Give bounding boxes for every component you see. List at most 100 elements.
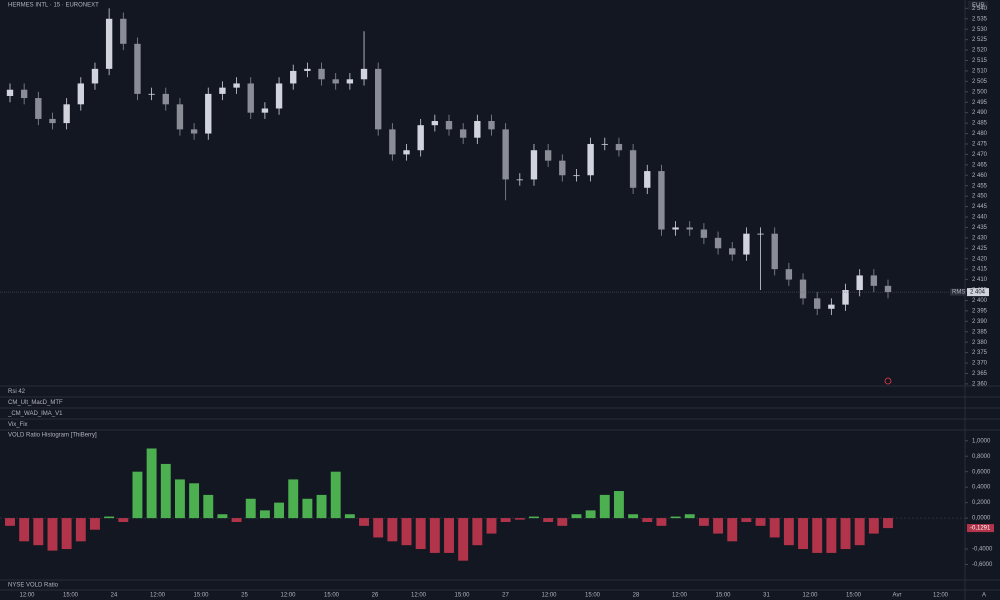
y-tick-label: 2 490 [972, 110, 988, 116]
histogram-bar [755, 518, 766, 526]
time-label: 12:00 [802, 593, 818, 599]
candle-body [814, 298, 821, 309]
time-label: 15:00 [454, 593, 470, 599]
histogram-bar [359, 518, 369, 526]
candle-body [205, 93, 212, 134]
candle-body [6, 89, 14, 96]
event-marker[interactable] [884, 377, 892, 385]
histogram-bar [259, 510, 270, 519]
histogram-bar [344, 514, 355, 519]
pane-label[interactable]: Rsi 42 [8, 389, 26, 395]
candle-body [176, 104, 184, 130]
time-label: 31 [763, 593, 770, 599]
currency[interactable]: EUR [972, 3, 985, 9]
y-tick-label: 2 455 [972, 183, 988, 189]
candle-body [644, 171, 651, 188]
pane-label[interactable]: CM_Ult_MacD_MTF [8, 400, 63, 406]
histogram-bar [5, 518, 15, 526]
candle-body [884, 285, 892, 293]
histogram-bar [231, 518, 242, 522]
last-value-box [967, 524, 994, 533]
pane-label[interactable]: NYSE VOLD Ratio [8, 583, 59, 589]
candle-body [233, 83, 240, 88]
time-label: 12:00 [541, 593, 557, 599]
y-tick-label: 2 395 [972, 308, 988, 314]
candle-body [530, 150, 538, 180]
histogram-bar [146, 448, 157, 519]
candle-body [870, 275, 878, 286]
y-tick-label: 2 485 [972, 121, 988, 127]
histogram-bar [783, 518, 794, 546]
y-tick-label: 2 410 [972, 277, 988, 283]
histogram-bar [104, 516, 115, 519]
y-tick-label: 2 360 [972, 381, 988, 387]
histogram-bar [429, 518, 440, 553]
pane-label[interactable]: VOLD Ratio Histogram [ThiBerry] [8, 433, 97, 439]
y-tick-label: 2 365 [972, 371, 988, 377]
histogram-bar [132, 471, 143, 519]
candle-body [134, 43, 141, 94]
histogram-bar [500, 518, 511, 522]
candle-body [63, 104, 70, 124]
y-tick-label: 2 390 [972, 319, 988, 325]
symbol-title[interactable]: HERMES INTL · 15 · EURONEXT [8, 3, 99, 9]
candle-body [389, 129, 396, 155]
histogram-bar [727, 518, 738, 542]
histogram-bar [613, 491, 624, 519]
histogram-bar [585, 510, 596, 519]
pane-label[interactable]: Vix_Fix [8, 422, 28, 428]
pane-label[interactable]: _CM_WAD_IMA_V1 [7, 411, 63, 417]
histogram-bar [769, 518, 780, 538]
candle-body [658, 171, 665, 230]
time-label: 24 [111, 593, 118, 599]
y-tick-label: 2 515 [972, 58, 988, 64]
histogram-bar [840, 518, 851, 550]
y-tick-label: 2 520 [972, 48, 988, 54]
y-tick-label: 0,2000 [972, 500, 991, 506]
candle-body [502, 129, 509, 180]
histogram-bar [628, 514, 639, 519]
candle-body [629, 150, 637, 188]
y-tick-label: 2 530 [972, 27, 988, 33]
y-tick-label: 2 480 [972, 131, 988, 137]
candle-body [729, 248, 736, 255]
histogram-bar [543, 518, 554, 522]
candle-body [785, 269, 793, 280]
y-tick-label: 0,4000 [972, 485, 991, 491]
last-value-label: -0,1291 [970, 526, 991, 532]
currency-box[interactable] [968, 1, 988, 10]
histogram-bar [288, 479, 299, 519]
histogram-bar [868, 518, 879, 534]
histogram-bar [387, 518, 398, 542]
histogram-bar [189, 483, 200, 519]
candle-body [488, 121, 495, 130]
y-tick-label: 1,0000 [972, 438, 991, 444]
symbol-tag: RMS [952, 290, 965, 296]
candle-body [346, 79, 354, 84]
candle-body [856, 275, 863, 291]
y-tick-label: 2 525 [972, 37, 988, 43]
time-label: 12:00 [19, 593, 35, 599]
histogram-bar [557, 518, 568, 526]
y-tick-label: 2 430 [972, 235, 988, 241]
histogram-bar [203, 494, 214, 519]
candle-body [190, 129, 198, 134]
time-label: 12:00 [150, 593, 166, 599]
y-tick-label: 2 450 [972, 194, 988, 200]
histogram-bar [741, 518, 752, 522]
y-tick-label: 2 470 [972, 152, 988, 158]
histogram-bar [373, 518, 384, 538]
candle-body [799, 279, 807, 299]
candle-body [261, 108, 269, 113]
candle-body [714, 237, 722, 249]
histogram-bar [316, 494, 327, 519]
candle-body [672, 227, 679, 230]
time-label: 15:00 [585, 593, 601, 599]
histogram-bar [798, 518, 808, 550]
candle-body [757, 233, 764, 235]
candle-body [304, 68, 311, 71]
y-tick-label: 2 420 [972, 256, 988, 262]
histogram-bar [529, 516, 539, 519]
histogram-bar [698, 518, 709, 526]
